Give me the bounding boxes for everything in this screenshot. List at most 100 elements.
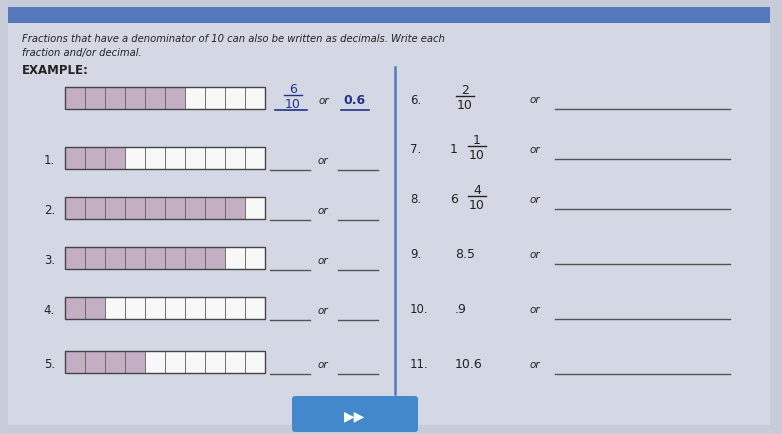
Bar [245, 297, 265, 319]
Bar [8, 8, 770, 24]
Bar [145, 148, 165, 170]
Bar [65, 148, 85, 170]
Bar [225, 297, 245, 319]
Text: 2.: 2. [44, 204, 55, 217]
Text: 4.: 4. [44, 304, 55, 317]
Bar [125, 297, 145, 319]
FancyBboxPatch shape [292, 396, 418, 432]
Text: 1: 1 [450, 143, 458, 156]
Bar [125, 148, 145, 170]
Bar [85, 88, 105, 110]
Bar [165, 247, 185, 270]
Text: or: or [318, 359, 328, 369]
Bar [205, 351, 225, 373]
Text: 10: 10 [285, 98, 301, 111]
Text: 2: 2 [461, 84, 469, 97]
Bar [145, 88, 165, 110]
Bar [105, 148, 125, 170]
Bar [245, 148, 265, 170]
Text: 10.: 10. [410, 303, 429, 316]
Text: 5.: 5. [44, 358, 55, 371]
Bar [145, 351, 165, 373]
Text: 9.: 9. [410, 248, 421, 261]
Text: or: or [530, 194, 540, 204]
Text: 6.: 6. [410, 93, 421, 106]
Bar [65, 197, 85, 220]
Text: or: or [530, 250, 540, 260]
Text: EXAMPLE:: EXAMPLE: [22, 64, 89, 77]
Bar [185, 88, 205, 110]
Text: 3.: 3. [44, 254, 55, 267]
Text: 10: 10 [457, 99, 473, 112]
Text: or: or [530, 95, 540, 105]
Bar [185, 297, 205, 319]
Bar [65, 351, 85, 373]
Bar [65, 197, 265, 220]
Bar [165, 148, 185, 170]
Bar [165, 88, 185, 110]
Text: 6: 6 [450, 193, 458, 206]
Bar [245, 351, 265, 373]
Bar [225, 197, 245, 220]
Bar [185, 197, 205, 220]
Bar [125, 351, 145, 373]
Bar [185, 148, 205, 170]
Text: 1: 1 [473, 134, 481, 147]
Bar [225, 247, 245, 270]
Bar [145, 247, 165, 270]
Bar [165, 197, 185, 220]
Text: 6: 6 [289, 83, 297, 96]
Text: 11.: 11. [410, 358, 429, 371]
Text: 10: 10 [469, 149, 485, 161]
Text: or: or [318, 305, 328, 315]
Bar [65, 351, 265, 373]
Bar [65, 297, 85, 319]
Bar [85, 197, 105, 220]
Text: fraction and/or decimal.: fraction and/or decimal. [22, 48, 142, 58]
Bar [205, 297, 225, 319]
Text: 7.: 7. [410, 143, 421, 156]
Bar [65, 247, 265, 270]
Text: 8.: 8. [410, 193, 421, 206]
FancyBboxPatch shape [8, 8, 770, 425]
Text: or: or [319, 96, 330, 106]
Bar [245, 88, 265, 110]
Bar [145, 297, 165, 319]
Text: or: or [318, 256, 328, 265]
Bar [105, 197, 125, 220]
Text: or: or [530, 304, 540, 314]
Bar [85, 247, 105, 270]
Bar [245, 247, 265, 270]
Bar [85, 297, 105, 319]
Bar [105, 247, 125, 270]
Text: or: or [530, 145, 540, 155]
Bar [205, 247, 225, 270]
Text: or: or [318, 156, 328, 166]
Bar [125, 247, 145, 270]
Bar [145, 197, 165, 220]
Bar [105, 88, 125, 110]
Text: or: or [318, 206, 328, 216]
Bar [205, 197, 225, 220]
Text: Fractions that have a denominator of 10 can also be written as decimals. Write e: Fractions that have a denominator of 10 … [22, 34, 445, 44]
Bar [225, 148, 245, 170]
Bar [65, 247, 85, 270]
Text: 1.: 1. [44, 154, 55, 167]
Text: or: or [530, 359, 540, 369]
Bar [85, 351, 105, 373]
Bar [65, 148, 265, 170]
Bar [245, 197, 265, 220]
Bar [65, 297, 265, 319]
Bar [185, 247, 205, 270]
Text: 8.5: 8.5 [455, 248, 475, 261]
Bar [65, 88, 265, 110]
Bar [85, 148, 105, 170]
Bar [125, 88, 145, 110]
Bar [105, 351, 125, 373]
Bar [225, 351, 245, 373]
Bar [65, 88, 85, 110]
Text: 10.6: 10.6 [455, 358, 482, 371]
Text: 4: 4 [473, 184, 481, 197]
Bar [185, 351, 205, 373]
Text: 0.6: 0.6 [343, 94, 365, 107]
